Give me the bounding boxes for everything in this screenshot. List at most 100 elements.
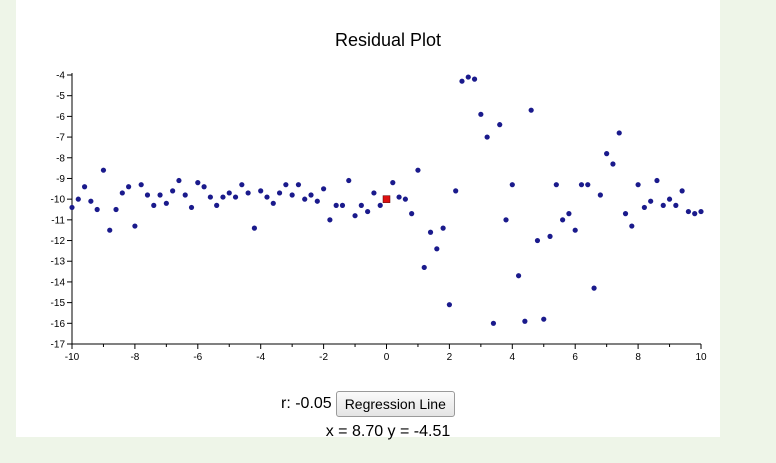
x-tick-label: -10: [65, 352, 80, 363]
x-tick-label: 4: [510, 352, 516, 363]
data-point: [478, 111, 484, 117]
data-point: [427, 229, 434, 235]
data-point: [302, 196, 308, 202]
data-point: [522, 318, 528, 324]
data-point: [295, 182, 302, 188]
y-tick-label: -4: [56, 71, 65, 82]
data-point: [144, 192, 151, 198]
x-tick-label: -6: [193, 352, 202, 363]
y-tick-label: -11: [51, 215, 65, 226]
data-point: [239, 182, 245, 188]
data-point: [182, 192, 188, 198]
data-point: [585, 182, 591, 188]
data-point: [75, 196, 81, 202]
correlation-value: r: -0.05: [281, 395, 332, 412]
data-point: [597, 192, 603, 198]
data-point: [308, 192, 314, 198]
data-point: [214, 202, 220, 208]
y-tick-label: -10: [51, 195, 66, 206]
data-point: [132, 223, 138, 229]
data-point: [415, 167, 421, 173]
y-tick-label: -17: [51, 340, 66, 351]
data-point: [635, 182, 641, 188]
data-point: [547, 233, 553, 239]
y-tick-label: -8: [56, 153, 65, 164]
data-point: [390, 180, 396, 186]
data-point: [698, 208, 704, 215]
data-point: [346, 177, 352, 184]
data-point: [610, 161, 616, 167]
data-point: [113, 206, 119, 213]
data-point: [679, 188, 685, 194]
data-point: [289, 192, 295, 198]
x-tick-label: 6: [572, 352, 578, 363]
data-point: [553, 182, 559, 188]
data-point: [692, 211, 698, 217]
data-point: [276, 190, 283, 196]
data-point: [107, 227, 113, 233]
data-point: [566, 211, 572, 217]
data-point: [321, 186, 327, 192]
data-point: [471, 76, 478, 82]
data-point: [88, 198, 94, 204]
data-point: [69, 204, 75, 211]
data-point: [245, 190, 251, 196]
x-tick-label: 2: [447, 352, 453, 363]
data-point: [528, 107, 534, 113]
data-point: [490, 320, 497, 326]
data-point: [232, 194, 239, 200]
data-point: [138, 182, 144, 188]
data-point: [358, 202, 364, 208]
data-point: [622, 211, 629, 217]
regression-line-button[interactable]: Regression Line: [335, 391, 455, 417]
data-point: [685, 208, 692, 215]
x-tick-label: -4: [256, 352, 265, 363]
data-points: [69, 74, 704, 326]
data-point: [616, 130, 622, 136]
data-point: [660, 202, 666, 208]
data-point: [201, 184, 207, 190]
data-point: [409, 211, 415, 217]
data-point: [251, 225, 258, 231]
data-point: [333, 202, 339, 208]
data-point: [604, 151, 610, 157]
data-point: [226, 190, 232, 196]
y-tick-label: -9: [56, 174, 65, 185]
data-point: [648, 198, 654, 204]
data-point: [503, 217, 509, 223]
chart-title: Residual Plot: [334, 30, 442, 50]
data-point: [195, 180, 201, 186]
data-point: [352, 213, 358, 219]
data-point: [541, 316, 547, 322]
data-point: [176, 177, 182, 184]
x-tick-label: 8: [635, 352, 641, 363]
data-point: [163, 200, 169, 206]
data-point: [258, 188, 264, 194]
data-point: [484, 134, 490, 140]
x-tick-label: -2: [319, 352, 328, 363]
data-point: [434, 246, 440, 252]
x-tick-label: -8: [130, 352, 139, 363]
data-point: [396, 194, 402, 200]
data-point: [497, 122, 503, 128]
data-point: [421, 264, 427, 271]
data-point: [94, 206, 100, 213]
data-point: [534, 237, 541, 244]
data-point: [119, 190, 125, 196]
x-tick-label: 0: [384, 352, 390, 363]
data-point: [629, 223, 635, 229]
data-point: [572, 227, 578, 233]
data-point: [207, 194, 213, 200]
data-point: [591, 285, 597, 291]
data-point: [440, 225, 446, 231]
y-tick-label: -13: [51, 257, 66, 268]
data-point: [641, 204, 647, 211]
data-point: [446, 302, 452, 308]
data-point: [270, 200, 276, 206]
data-point: [100, 167, 107, 173]
data-point: [459, 78, 465, 84]
y-tick-label: -7: [56, 133, 65, 144]
data-point: [151, 202, 157, 208]
data-point: [673, 202, 679, 208]
